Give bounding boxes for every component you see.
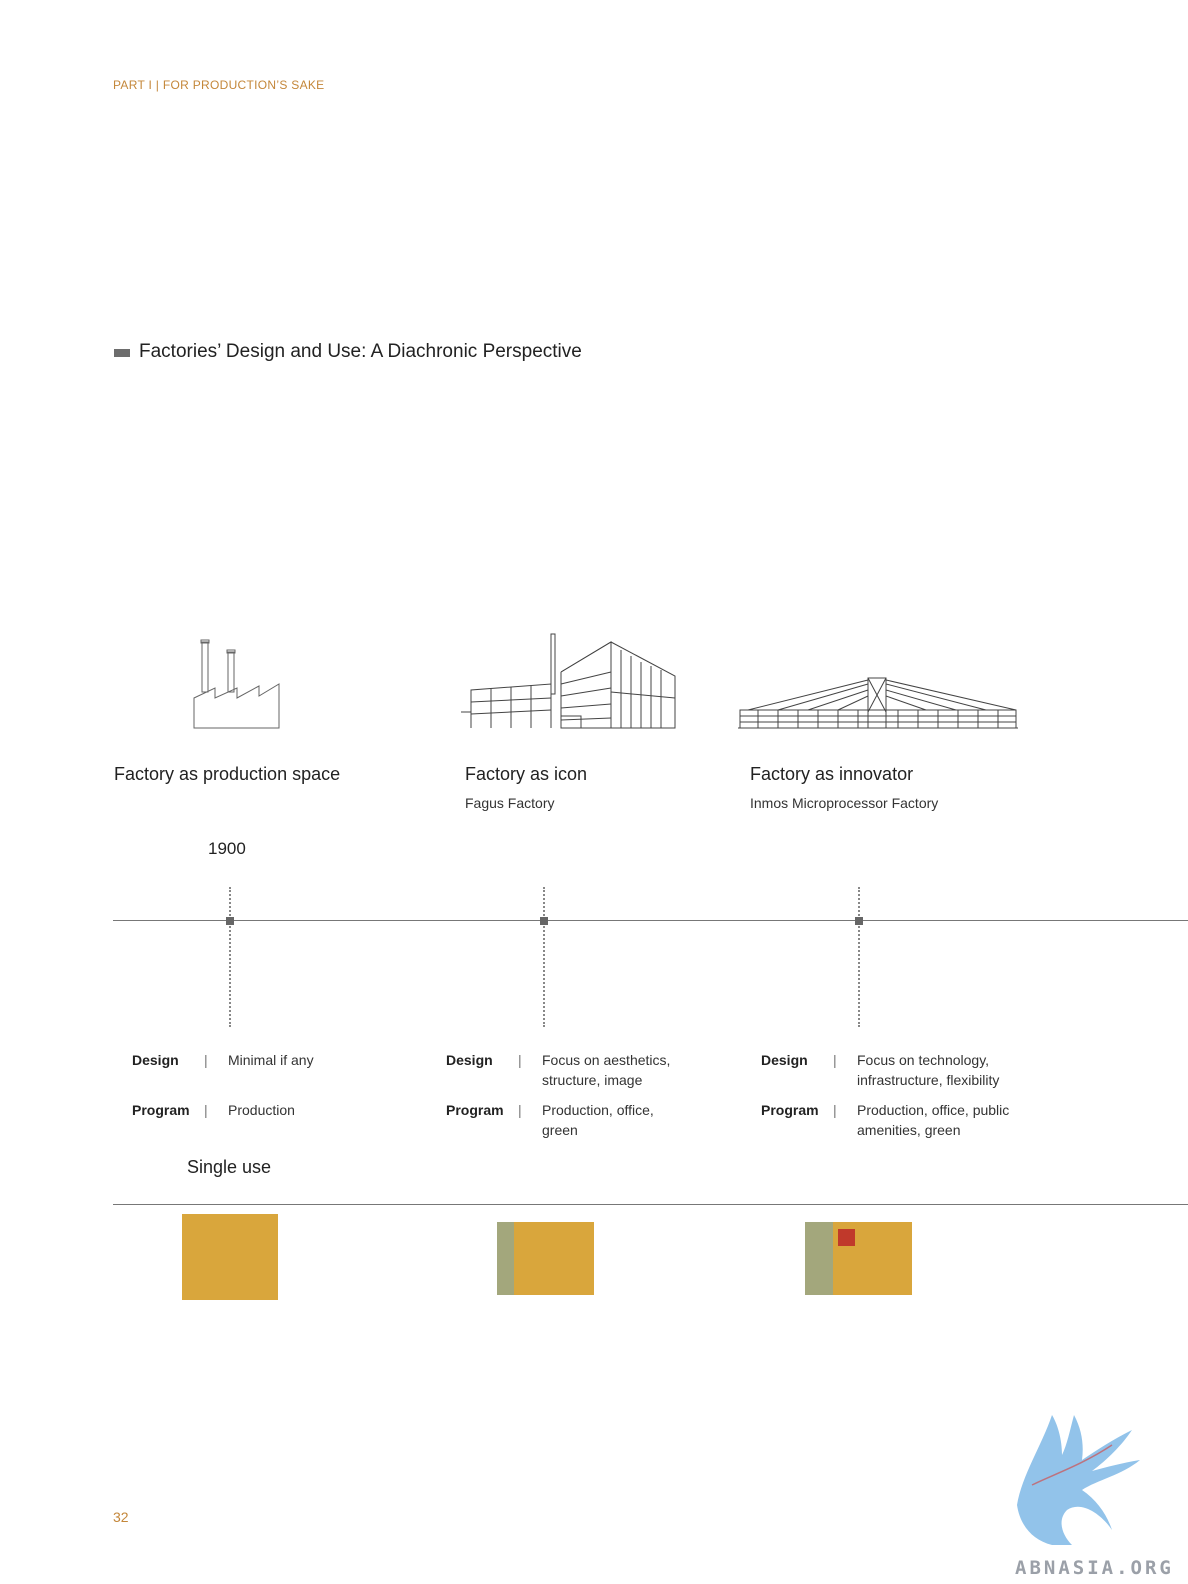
column-2-program-label: Program [446, 1102, 504, 1118]
timeline-marker-3 [855, 917, 863, 925]
program-baseline [113, 1204, 1188, 1205]
timeline-marker-2 [540, 917, 548, 925]
column-1-design-value: Minimal if any [228, 1052, 314, 1068]
timeline-dotted-line-1 [229, 887, 231, 1027]
timeline-marker-1 [226, 917, 234, 925]
column-1-program-label: Program [132, 1102, 190, 1118]
page-number: 32 [113, 1509, 129, 1525]
year-label: 1900 [208, 839, 246, 858]
column-1-title: Factory as production space [114, 764, 341, 784]
column-3-design-value: Focus on technology, infrastructure, fle… [857, 1052, 1000, 1088]
column-3-design-label: Design [761, 1052, 808, 1068]
column-2-program-value: Production, office, green [542, 1102, 654, 1138]
program-diagram-3-public-amenities [838, 1229, 855, 1246]
program-diagram-1-production [182, 1214, 278, 1300]
column-3-design-separator: | [833, 1052, 837, 1068]
column-1-program-value: Production [228, 1102, 295, 1118]
timeline-dotted-line-2 [543, 887, 545, 1027]
column-2-design-label: Design [446, 1052, 493, 1068]
timeline-dotted-line-3 [858, 887, 860, 1027]
watermark-text: ABNASIA.ORG [1015, 1557, 1174, 1579]
column-2-design-separator: | [518, 1052, 522, 1068]
column-1-program-separator: | [204, 1102, 208, 1118]
timeline-axis [113, 920, 1188, 921]
column-2-subtitle: Fagus Factory [465, 795, 555, 811]
column-1-design-separator: | [204, 1052, 208, 1068]
program-diagram-2-green [497, 1222, 514, 1295]
program-diagram-2-production [514, 1222, 594, 1295]
inmos-factory-icon [738, 677, 1018, 729]
column-3-program-separator: | [833, 1102, 837, 1118]
column-3-program-value: Production, office, public amenities, gr… [857, 1102, 1010, 1138]
single-use-label: Single use [187, 1157, 272, 1177]
griffin-watermark-icon [1017, 1415, 1140, 1545]
running-head: PART I | FOR PRODUCTION’S SAKE [113, 78, 325, 92]
column-3-title: Factory as innovator [750, 764, 914, 784]
smokestack-factory-icon [193, 639, 280, 729]
program-diagram-3-green [805, 1222, 833, 1295]
column-3-subtitle: Inmos Microprocessor Factory [750, 795, 939, 811]
column-2-design-value: Focus on aesthetics, structure, image [542, 1052, 671, 1088]
column-2-title: Factory as icon [465, 764, 588, 784]
column-1-design-label: Design [132, 1052, 179, 1068]
title-marker [114, 349, 130, 357]
column-3-program-label: Program [761, 1102, 819, 1118]
column-2-program-separator: | [518, 1102, 522, 1118]
section-title: Factories’ Design and Use: A Diachronic … [139, 341, 582, 362]
fagus-factory-icon [461, 633, 676, 729]
